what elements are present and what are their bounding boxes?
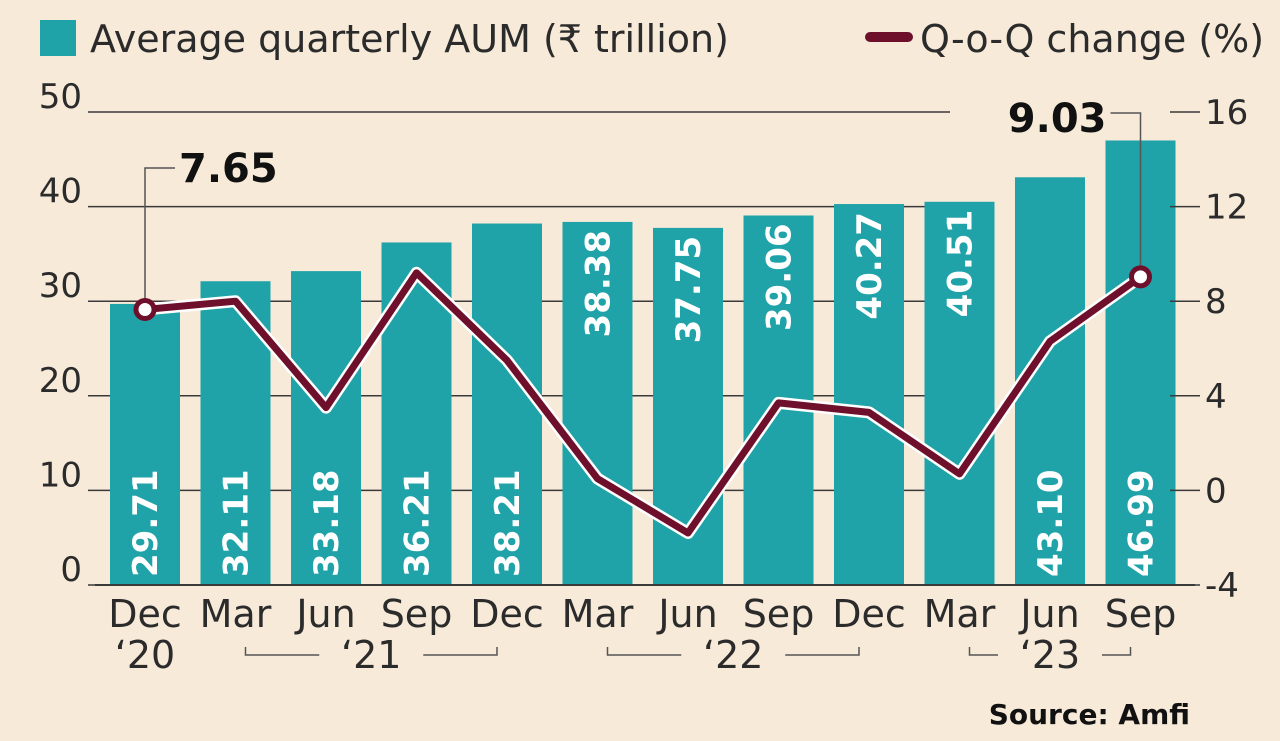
bar-value-label: 37.75 xyxy=(669,236,709,344)
bar-value-label: 46.99 xyxy=(1122,469,1162,577)
axes: 0 10 20 30 40 50 -4 0 4 8 12 16 xyxy=(39,77,1249,606)
callout-marker xyxy=(1129,265,1152,289)
x-year-label: ‘20 xyxy=(115,633,175,677)
year-bracket xyxy=(785,647,860,656)
legend-label-aum: Average quarterly AUM (₹ trillion) xyxy=(90,17,729,61)
year-bracket xyxy=(1102,647,1132,656)
year-bracket xyxy=(423,647,498,656)
bar xyxy=(291,271,361,585)
x-axis: Dec Mar Jun Sep Dec Mar Jun Sep Dec Mar Jun Sep ‘20 ‘… xyxy=(108,592,1176,677)
bar xyxy=(562,221,633,585)
x-year-label: ‘23 xyxy=(1020,633,1080,677)
bar-value-label: 40.27 xyxy=(850,212,890,320)
legend-swatch-aum xyxy=(40,20,76,56)
x-tick-label: Jun xyxy=(294,592,355,636)
x-tick-label: Mar xyxy=(924,592,996,636)
x-tick-label: Jun xyxy=(1018,592,1079,636)
source-note: Source: Amfi xyxy=(989,698,1190,731)
y-right-tick-label: 8 xyxy=(1205,282,1227,322)
x-tick-label: Sep xyxy=(381,592,453,636)
year-bracket xyxy=(606,647,682,656)
y-left-tick-label: 0 xyxy=(60,550,82,590)
bar-value-label: 33.18 xyxy=(307,469,347,577)
y-left-tick-label: 20 xyxy=(39,361,82,401)
x-year-label: ‘21 xyxy=(341,633,401,677)
y-right-tick-label: 16 xyxy=(1205,93,1248,133)
y-right-tick-label: 4 xyxy=(1205,377,1227,417)
x-tick-label: Dec xyxy=(108,592,182,636)
year-bracket xyxy=(968,647,998,656)
bar-value-label: 38.38 xyxy=(579,230,619,338)
legend-label-change: Q-o-Q change (%) xyxy=(920,17,1264,61)
x-tick-label: Mar xyxy=(200,592,272,636)
change-line-path xyxy=(141,269,1144,537)
bar-value-label: 38.21 xyxy=(488,469,528,577)
y-right-tick-label: -4 xyxy=(1205,566,1239,606)
bar-value-label: 32.11 xyxy=(217,469,257,577)
bar-value-label: 39.06 xyxy=(760,223,800,331)
y-left-tick-label: 50 xyxy=(39,77,82,117)
y-left-tick-label: 10 xyxy=(39,455,82,495)
bar xyxy=(472,223,542,586)
callouts: 7.65 9.03 xyxy=(133,96,1152,321)
x-tick-label: Dec xyxy=(832,592,906,636)
x-tick-label: Dec xyxy=(470,592,544,636)
callout-label: 7.65 xyxy=(179,146,278,192)
callout-leader xyxy=(144,167,175,310)
x-tick-label: Sep xyxy=(743,592,815,636)
bar xyxy=(924,201,995,586)
x-tick-label: Sep xyxy=(1105,592,1177,636)
x-tick-label: Jun xyxy=(656,592,717,636)
year-bracket xyxy=(244,647,320,656)
x-year-label: ‘22 xyxy=(703,633,763,677)
bar xyxy=(834,204,904,585)
y-left-tick-label: 30 xyxy=(39,266,82,306)
bar-value-label: 36.21 xyxy=(398,469,438,577)
y-left-tick-label: 40 xyxy=(39,172,82,212)
x-tick-label: Mar xyxy=(562,592,634,636)
bar-value-label: 29.71 xyxy=(126,469,166,577)
bar xyxy=(110,303,180,585)
legend: Average quarterly AUM (₹ trillion) Q-o-Q… xyxy=(40,17,1264,61)
callout-label: 9.03 xyxy=(1008,96,1107,142)
callout-marker xyxy=(133,297,157,321)
callout-leader xyxy=(1110,112,1142,277)
bar-value-label: 43.10 xyxy=(1031,469,1071,577)
y-right-tick-label: 0 xyxy=(1205,471,1227,511)
y-right-tick-label: 12 xyxy=(1205,188,1248,228)
bar-value-label: 40.51 xyxy=(941,210,981,318)
change-line xyxy=(139,266,1147,539)
